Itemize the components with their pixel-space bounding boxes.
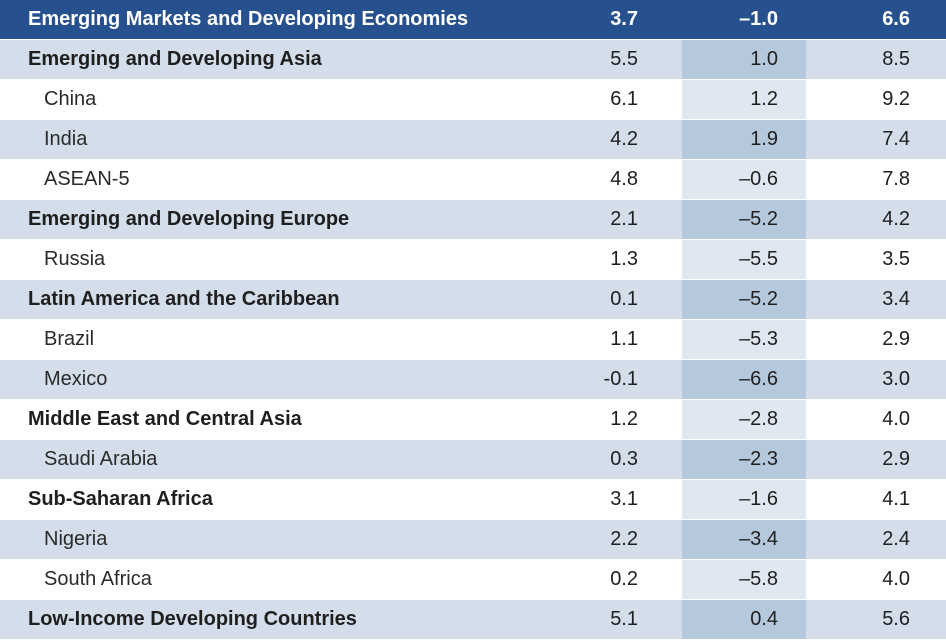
country-label: Brazil <box>44 328 95 350</box>
value-2: –0.6 <box>739 168 778 190</box>
column-shade <box>682 560 806 599</box>
value-2: –3.4 <box>739 528 778 550</box>
value-3: 7.8 <box>882 168 910 190</box>
value-1: 4.8 <box>610 168 638 190</box>
value-2: –5.3 <box>739 328 778 350</box>
value-3: 3.5 <box>882 248 910 270</box>
value-3: 4.2 <box>882 208 910 230</box>
value-3: 2.9 <box>882 328 910 350</box>
value-3: 3.0 <box>882 368 910 390</box>
column-shade <box>682 80 806 119</box>
value-3: 4.0 <box>882 408 910 430</box>
header-value-1: 3.7 <box>610 8 638 30</box>
region-label: Emerging and Developing Asia <box>28 48 322 70</box>
region-label: Latin America and the Caribbean <box>28 288 340 310</box>
table-row: Emerging and Developing Asia 5.5 1.0 8.5 <box>0 40 946 80</box>
value-1: 1.1 <box>610 328 638 350</box>
value-3: 8.5 <box>882 48 910 70</box>
country-label: ASEAN-5 <box>44 168 130 190</box>
country-label: South Africa <box>44 568 152 590</box>
value-1: 2.1 <box>610 208 638 230</box>
table-row: Middle East and Central Asia 1.2 –2.8 4.… <box>0 400 946 440</box>
value-1: 6.1 <box>610 88 638 110</box>
table-row: Sub-Saharan Africa 3.1 –1.6 4.1 <box>0 480 946 520</box>
table-row: India 4.2 1.9 7.4 <box>0 120 946 160</box>
value-2: 1.9 <box>750 128 778 150</box>
column-shade <box>682 480 806 519</box>
table-row: Russia 1.3 –5.5 3.5 <box>0 240 946 280</box>
column-shade <box>682 40 806 79</box>
value-1: 2.2 <box>610 528 638 550</box>
column-shade <box>682 120 806 159</box>
table-row: China 6.1 1.2 9.2 <box>0 80 946 120</box>
column-shade <box>682 320 806 359</box>
region-label: Sub-Saharan Africa <box>28 488 213 510</box>
value-1: 1.2 <box>610 408 638 430</box>
column-shade <box>682 240 806 279</box>
header-value-3: 6.6 <box>882 8 910 30</box>
table-row: Low-Income Developing Countries 5.1 0.4 … <box>0 600 946 640</box>
column-shade <box>682 200 806 239</box>
value-1: 0.1 <box>610 288 638 310</box>
value-2: –2.3 <box>739 448 778 470</box>
country-label: Nigeria <box>44 528 108 550</box>
value-1: 5.1 <box>610 608 638 630</box>
value-2: –1.6 <box>739 488 778 510</box>
column-shade <box>682 400 806 439</box>
value-2: –2.8 <box>739 408 778 430</box>
column-shade <box>682 280 806 319</box>
table-row: Mexico -0.1 –6.6 3.0 <box>0 360 946 400</box>
column-shade <box>682 360 806 399</box>
region-label: Emerging and Developing Europe <box>28 208 350 230</box>
country-label: Saudi Arabia <box>44 448 158 470</box>
value-3: 4.1 <box>882 488 910 510</box>
table-row: Emerging and Developing Europe 2.1 –5.2 … <box>0 200 946 240</box>
value-2: –5.5 <box>739 248 778 270</box>
country-label: Mexico <box>44 368 108 390</box>
table-row: Saudi Arabia 0.3 –2.3 2.9 <box>0 440 946 480</box>
value-1: 0.3 <box>610 448 638 470</box>
value-1: 0.2 <box>610 568 638 590</box>
region-label: Low-Income Developing Countries <box>28 608 357 630</box>
country-label: India <box>44 128 88 150</box>
country-label: China <box>44 88 97 110</box>
column-shade <box>682 160 806 199</box>
region-label: Middle East and Central Asia <box>28 408 302 430</box>
value-1: 1.3 <box>610 248 638 270</box>
value-2: 1.0 <box>750 48 778 70</box>
table-row: Brazil 1.1 –5.3 2.9 <box>0 320 946 360</box>
table-row: South Africa 0.2 –5.8 4.0 <box>0 560 946 600</box>
value-2: 0.4 <box>750 608 778 630</box>
column-shade <box>682 600 806 639</box>
value-3: 9.2 <box>882 88 910 110</box>
table-row: ASEAN-5 4.8 –0.6 7.8 <box>0 160 946 200</box>
value-2: –5.2 <box>739 208 778 230</box>
header-value-2: –1.0 <box>739 8 778 30</box>
column-shade <box>682 440 806 479</box>
value-3: 5.6 <box>882 608 910 630</box>
table-header-row: Emerging Markets and Developing Economie… <box>0 0 946 40</box>
value-1: 3.1 <box>610 488 638 510</box>
table-row: Nigeria 2.2 –3.4 2.4 <box>0 520 946 560</box>
value-2: –5.8 <box>739 568 778 590</box>
value-3: 3.4 <box>882 288 910 310</box>
table-row: Latin America and the Caribbean 0.1 –5.2… <box>0 280 946 320</box>
value-2: 1.2 <box>750 88 778 110</box>
header-region-label: Emerging Markets and Developing Economie… <box>28 8 469 30</box>
value-3: 7.4 <box>882 128 910 150</box>
value-2: –5.2 <box>739 288 778 310</box>
value-1: 5.5 <box>610 48 638 70</box>
value-3: 4.0 <box>882 568 910 590</box>
country-label: Russia <box>44 248 106 270</box>
column-shade <box>682 520 806 559</box>
value-1: -0.1 <box>603 368 638 390</box>
value-3: 2.4 <box>882 528 910 550</box>
value-1: 4.2 <box>610 128 638 150</box>
value-2: –6.6 <box>739 368 778 390</box>
value-3: 2.9 <box>882 448 910 470</box>
